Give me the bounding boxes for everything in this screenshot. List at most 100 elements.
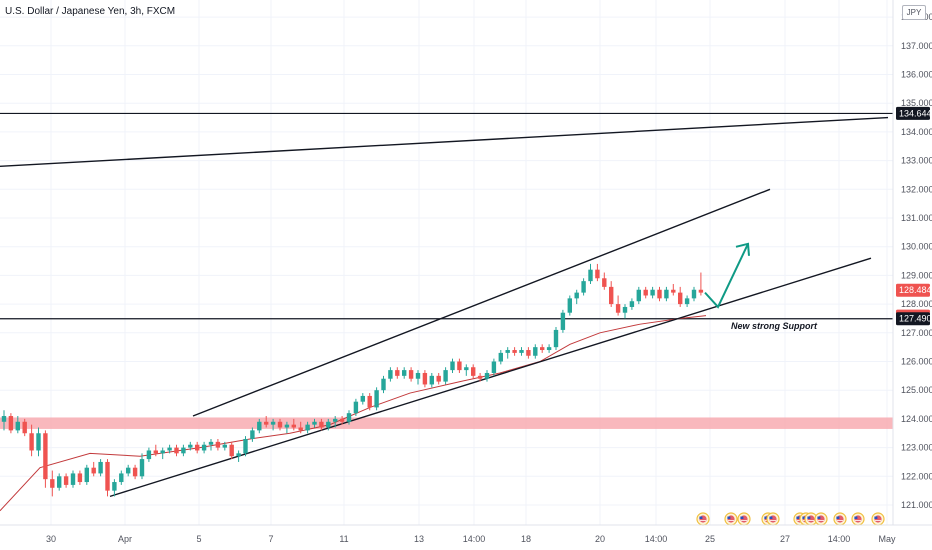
candle bbox=[36, 427, 41, 457]
candle-body bbox=[484, 372, 490, 379]
candle bbox=[222, 441, 227, 451]
projection-arrow bbox=[704, 242, 750, 309]
horizontal-lines bbox=[0, 112, 893, 320]
candle bbox=[684, 295, 690, 307]
candle-body bbox=[436, 375, 441, 382]
x-tick-label: 14:00 bbox=[645, 534, 668, 544]
candle-body bbox=[15, 421, 20, 431]
candle bbox=[77, 470, 83, 485]
economic-events bbox=[696, 512, 885, 526]
candle-body bbox=[657, 289, 662, 299]
candle-body bbox=[291, 424, 296, 428]
candle-body bbox=[450, 361, 455, 371]
candle bbox=[160, 447, 165, 460]
candle-body bbox=[629, 301, 635, 307]
candle bbox=[464, 364, 469, 376]
candle bbox=[188, 441, 193, 451]
candle bbox=[50, 470, 55, 497]
candle bbox=[346, 410, 352, 425]
candle bbox=[8, 413, 14, 434]
candle bbox=[119, 470, 124, 485]
candle bbox=[650, 286, 655, 299]
candle bbox=[105, 459, 110, 497]
candle-body bbox=[588, 269, 593, 282]
event-flag-icon[interactable] bbox=[737, 512, 751, 526]
trend-line[interactable] bbox=[192, 188, 771, 417]
candle bbox=[112, 479, 117, 497]
event-flag-icon[interactable] bbox=[851, 512, 865, 526]
time-axis: 30 Apr 5 7 11 13 14:00 18 20 14:00 25 27 14:00 May bbox=[46, 534, 896, 544]
candle bbox=[636, 286, 641, 305]
candle bbox=[277, 418, 283, 431]
currency-button[interactable]: JPY bbox=[902, 5, 926, 20]
candle-body bbox=[43, 433, 48, 480]
candle bbox=[229, 441, 234, 460]
y-tick-label: 124.000 bbox=[901, 414, 932, 424]
candle bbox=[484, 370, 490, 382]
candle-body bbox=[174, 447, 179, 454]
candle-body bbox=[270, 421, 276, 425]
candle-body bbox=[698, 289, 704, 293]
price-badge: 134.644 bbox=[896, 106, 932, 120]
candle-body bbox=[84, 467, 89, 483]
candle bbox=[1, 410, 7, 431]
candle bbox=[491, 358, 497, 376]
candle-body bbox=[602, 278, 607, 287]
symbol-title: U.S. Dollar / Japanese Yen, 3h, FXCM bbox=[5, 6, 176, 17]
candle bbox=[415, 370, 421, 385]
candle bbox=[333, 416, 338, 428]
candle-body bbox=[553, 329, 559, 348]
candle bbox=[319, 418, 324, 431]
candle-body bbox=[264, 421, 269, 425]
trend-line[interactable] bbox=[109, 257, 872, 498]
event-flag-icon[interactable] bbox=[871, 512, 885, 526]
candle bbox=[450, 358, 455, 373]
event-flag-icon[interactable] bbox=[833, 512, 847, 526]
candle-body bbox=[229, 444, 234, 457]
candle-body bbox=[333, 418, 338, 422]
candle-body bbox=[615, 304, 621, 313]
candle-body bbox=[195, 444, 200, 451]
event-flag-icon[interactable] bbox=[814, 512, 828, 526]
candle bbox=[678, 286, 683, 307]
candle bbox=[615, 295, 621, 316]
candle-body bbox=[91, 467, 96, 474]
candle bbox=[698, 272, 704, 296]
candle bbox=[429, 372, 434, 388]
candle bbox=[312, 418, 317, 428]
candle-body bbox=[684, 298, 690, 305]
ma-line bbox=[0, 315, 707, 512]
candle bbox=[519, 347, 524, 356]
candle-body bbox=[505, 350, 510, 353]
candle-body bbox=[443, 370, 448, 382]
trend-line[interactable] bbox=[0, 116, 889, 168]
candle bbox=[63, 473, 69, 488]
candle bbox=[546, 344, 552, 353]
candle bbox=[581, 278, 586, 296]
event-flag-icon[interactable] bbox=[696, 512, 710, 526]
candle bbox=[339, 416, 345, 425]
candle bbox=[443, 367, 448, 385]
event-flag-icon[interactable] bbox=[724, 512, 738, 526]
x-tick-label: 7 bbox=[268, 534, 273, 544]
candle bbox=[408, 367, 414, 382]
y-tick-label: 134.000 bbox=[901, 127, 932, 137]
candle bbox=[512, 347, 517, 356]
candle-body bbox=[277, 421, 283, 428]
candle-body bbox=[181, 447, 186, 454]
candle-body bbox=[105, 461, 110, 491]
candlestick-series bbox=[1, 263, 704, 497]
candle bbox=[132, 464, 138, 480]
candle bbox=[201, 441, 207, 454]
candle bbox=[374, 387, 379, 411]
candle bbox=[533, 344, 538, 359]
candle-body bbox=[250, 430, 255, 439]
candle-body bbox=[119, 473, 124, 483]
candle bbox=[167, 444, 172, 454]
candle-body bbox=[691, 289, 697, 299]
price-badge-label: 134.644 bbox=[899, 108, 932, 118]
candle bbox=[243, 436, 248, 457]
event-flag-icon[interactable] bbox=[766, 512, 780, 526]
candle-body bbox=[595, 269, 600, 279]
